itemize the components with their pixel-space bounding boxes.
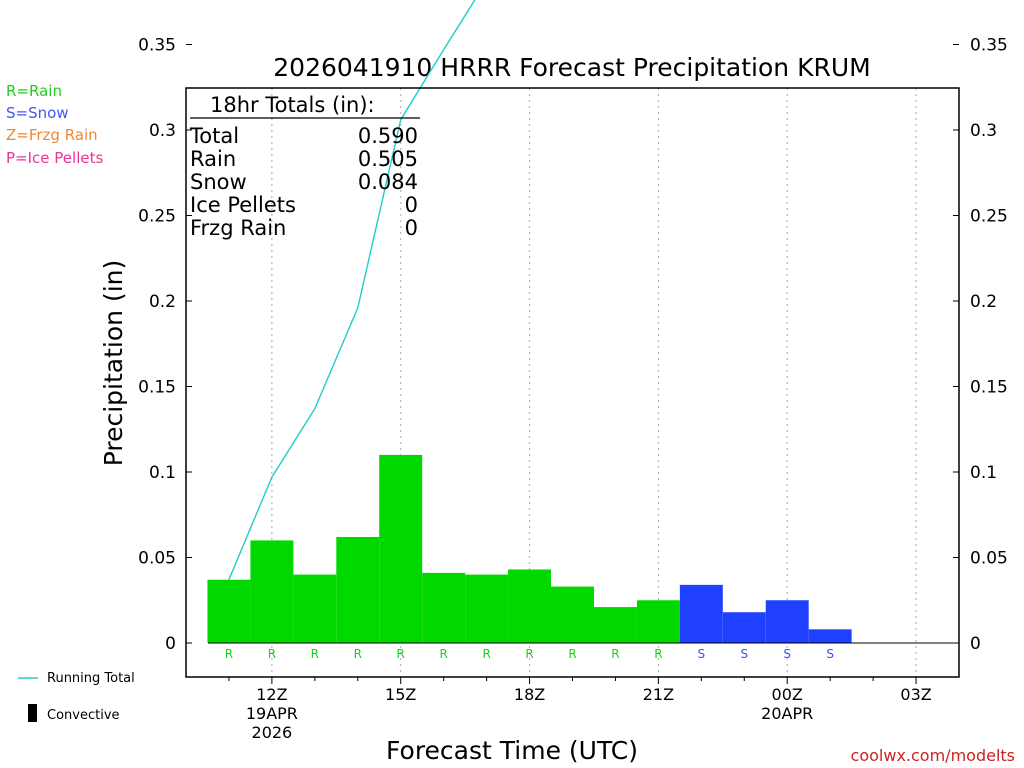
- bar-11: [207, 579, 251, 643]
- y-tick-label-left: 0: [165, 634, 176, 654]
- y-tick-label-left: 0.15: [138, 378, 176, 398]
- y-tick-label-left: 0.1: [149, 463, 176, 483]
- y-tick-label-right: 0: [970, 634, 981, 654]
- bar-22: [679, 584, 723, 643]
- type-label-19: R: [568, 647, 576, 661]
- type-label-13: R: [311, 647, 319, 661]
- y-tick-label-right: 0.25: [970, 207, 1008, 227]
- type-label-20: R: [611, 647, 619, 661]
- type-label-24: S: [783, 647, 791, 661]
- y-tick-label-left: 0.3: [149, 121, 176, 141]
- type-label-11: R: [225, 647, 233, 661]
- y-tick-label-left: 0.05: [138, 549, 176, 569]
- type-label-21: R: [654, 647, 662, 661]
- totals-box: 18hr Totals (in): Total 0.590 Rain 0.505…: [189, 93, 420, 240]
- type-label-16: R: [439, 647, 447, 661]
- y-tick-label-right: 0.1: [970, 463, 997, 483]
- type-label-12: R: [268, 647, 276, 661]
- legend-frzg-rain: Z=Frzg Rain: [6, 126, 98, 144]
- type-legend: R=Rain S=Snow Z=Frzg Rain P=Ice Pellets: [6, 82, 103, 167]
- y-axis-right: 00.050.10.150.20.250.30.350.40.450.50.55…: [953, 36, 1008, 654]
- y-tick-label-left: 0.35: [138, 36, 176, 56]
- type-label-15: R: [397, 647, 405, 661]
- x-axis-label: Forecast Time (UTC): [386, 736, 638, 765]
- x-tick-label: 2026: [252, 723, 293, 742]
- totals-value-rain: 0.505: [358, 147, 418, 171]
- y-tick-label-left: 0.25: [138, 207, 176, 227]
- type-label-17: R: [482, 647, 490, 661]
- bar-16: [422, 572, 466, 643]
- series-legend: Running Total Convective: [18, 671, 135, 723]
- running-total-legend-label: Running Total: [47, 671, 135, 686]
- bar-21: [636, 600, 680, 643]
- totals-header: 18hr Totals (in):: [210, 93, 375, 117]
- type-label-25: S: [826, 647, 834, 661]
- type-label-18: R: [525, 647, 533, 661]
- type-label-22: S: [698, 647, 706, 661]
- legend-ice-pellets: P=Ice Pellets: [6, 149, 103, 167]
- bar-12: [250, 540, 294, 643]
- bar-17: [465, 574, 509, 643]
- x-tick-label: 03Z: [900, 685, 931, 704]
- gridlines: [271, 88, 917, 677]
- totals-label-total: Total: [189, 124, 239, 148]
- y-axis-left: 00.050.10.150.20.250.30.350.40.450.50.55…: [138, 36, 192, 654]
- convective-swatch: [28, 704, 37, 722]
- chart-title: 2026041910 HRRR Forecast Precipitation K…: [273, 53, 870, 82]
- totals-value-snow: 0.084: [358, 170, 418, 194]
- bar-13: [293, 574, 337, 643]
- totals-value-total: 0.590: [358, 124, 418, 148]
- totals-label-rain: Rain: [190, 147, 236, 171]
- bar-19: [551, 586, 594, 643]
- y-tick-label-right: 0.05: [970, 549, 1008, 569]
- y-tick-label-left: 0.2: [149, 292, 176, 312]
- y-tick-label-right: 0.2: [970, 292, 997, 312]
- bar-20: [593, 607, 637, 643]
- totals-value-ice-pellets: 0: [405, 193, 418, 217]
- x-tick-label: 12Z: [256, 685, 287, 704]
- credit-text: coolwx.com/modelts: [851, 746, 1015, 765]
- y-tick-label-right: 0.35: [970, 36, 1008, 56]
- bar-23: [722, 612, 766, 643]
- y-tick-label-right: 0.15: [970, 378, 1008, 398]
- totals-label-frzg-rain: Frzg Rain: [190, 216, 286, 240]
- x-tick-label: 21Z: [643, 685, 674, 704]
- running-total-line: [228, 0, 476, 580]
- type-label-14: R: [354, 647, 362, 661]
- x-tick-label: 00Z: [772, 685, 803, 704]
- x-tick-label: 20APR: [761, 704, 813, 723]
- x-tick-label: 15Z: [385, 685, 416, 704]
- bar-25: [808, 629, 852, 643]
- x-tick-label: 19APR: [246, 704, 298, 723]
- bar-24: [765, 600, 809, 643]
- legend-rain: R=Rain: [6, 82, 62, 100]
- bar-15: [379, 454, 423, 643]
- legend-snow: S=Snow: [6, 104, 69, 122]
- bar-14: [336, 536, 380, 643]
- totals-label-ice-pellets: Ice Pellets: [190, 193, 296, 217]
- x-tick-label: 18Z: [514, 685, 545, 704]
- y-tick-label-right: 0.3: [970, 121, 997, 141]
- convective-legend-label: Convective: [47, 708, 120, 723]
- type-label-23: S: [740, 647, 748, 661]
- bar-18: [508, 569, 552, 643]
- y-axis-label: Precipitation (in): [99, 260, 128, 467]
- totals-value-frzg-rain: 0: [405, 216, 418, 240]
- bar-series: [207, 454, 852, 643]
- totals-label-snow: Snow: [190, 170, 247, 194]
